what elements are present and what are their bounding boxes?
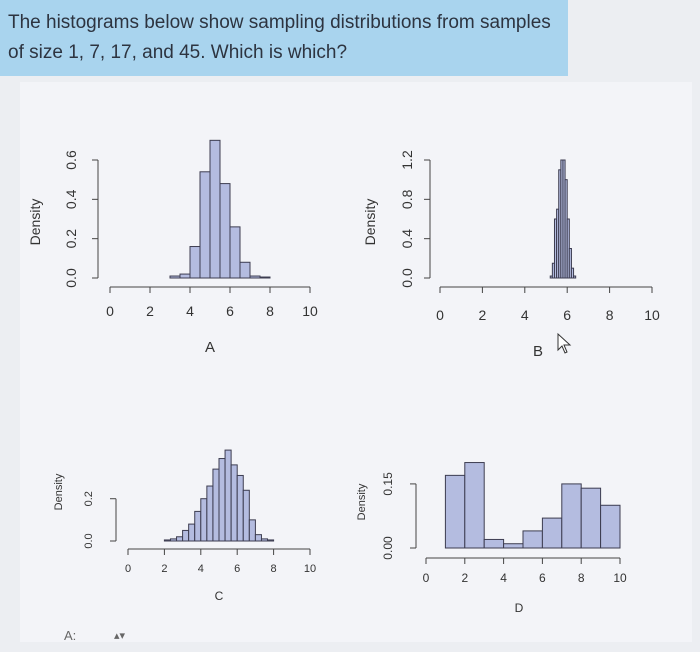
answer-row: A: ▴▾ <box>64 628 264 648</box>
y-tick-label-D-1: 0.15 <box>381 472 395 496</box>
x-tick-label-B-3: 6 <box>563 307 571 323</box>
bar-C-17 <box>267 539 275 542</box>
bar-C-7 <box>206 485 214 542</box>
x-tick-label-A-4: 8 <box>266 303 274 319</box>
x-tick-label-A-5: 10 <box>302 303 318 319</box>
y-tick-label-C-0: 0.0 <box>83 533 95 548</box>
x-tick-label-C-1: 2 <box>161 563 167 575</box>
bar-C-5 <box>194 510 202 542</box>
x-tick-label-D-0: 0 <box>423 571 430 585</box>
bar-D-2 <box>483 538 505 549</box>
bar-A-6 <box>229 226 241 279</box>
x-tick-label-B-5: 10 <box>644 307 660 323</box>
panel-label-A: A <box>205 339 215 356</box>
bar-C-14 <box>248 519 256 542</box>
histogram-C: 0 2 4 6 8 10 0.0 0.2 Density C <box>53 449 316 603</box>
x-tick-label-A-2: 4 <box>186 303 194 319</box>
bar-D-5 <box>541 517 563 549</box>
x-tick-label-C-0: 0 <box>125 563 131 575</box>
bar-C-1 <box>169 538 178 542</box>
bar-D-4 <box>522 530 543 549</box>
bar-C-8 <box>212 468 220 542</box>
bar-D-3 <box>503 543 524 549</box>
y-axis-label-B: Density <box>362 199 378 246</box>
y-axis-label-C: Density <box>53 473 65 510</box>
bar-D-8 <box>600 504 621 549</box>
bar-C-12 <box>236 474 244 542</box>
histogram-panels: 0 2 4 6 8 10 0.0 0.2 0.4 0.6 Density A 0 2 4 6 8 10 0.0 0.4… <box>27 139 660 615</box>
histogram-D: 0 2 4 6 8 10 0.00 0.15 Density D <box>356 462 627 615</box>
bar-C-6 <box>200 498 208 542</box>
bar-A-0 <box>169 275 181 279</box>
y-tick-label-A-1: 0.2 <box>63 229 79 249</box>
answer-select-arrows-icon[interactable]: ▴▾ <box>114 630 126 642</box>
x-tick-label-B-1: 2 <box>479 307 487 323</box>
bar-C-11 <box>230 464 238 542</box>
x-tick-label-A-1: 2 <box>146 303 154 319</box>
x-tick-label-A-0: 0 <box>106 303 114 319</box>
bar-C-4 <box>188 523 196 542</box>
bar-C-9 <box>218 458 226 542</box>
x-tick-label-B-2: 4 <box>521 307 529 323</box>
x-tick-label-D-5: 10 <box>613 571 627 585</box>
answer-label: A: <box>64 628 77 643</box>
y-tick-label-A-3: 0.6 <box>63 150 79 170</box>
bar-A-1 <box>179 273 191 279</box>
y-axis-label-A: Density <box>27 199 43 246</box>
x-tick-label-C-5: 10 <box>304 563 316 575</box>
histogram-B: 0 2 4 6 8 10 0.0 0.4 0.8 1.2 Density B <box>362 150 660 360</box>
bar-B-9 <box>568 248 572 279</box>
panel-label-C: C <box>215 589 224 603</box>
y-tick-label-A-0: 0.0 <box>63 268 79 288</box>
x-tick-label-D-2: 4 <box>500 571 507 585</box>
y-tick-label-A-2: 0.4 <box>63 189 79 209</box>
y-tick-label-B-0: 0.0 <box>399 268 415 288</box>
plot-area: 0 2 4 6 8 10 0.0 0.2 0.4 0.6 Density A 0 2 4 6 8 10 0.0 0.4… <box>20 82 692 642</box>
bar-A-5 <box>219 183 231 279</box>
y-tick-label-B-1: 0.4 <box>399 229 415 249</box>
x-tick-label-C-2: 4 <box>198 563 204 575</box>
bar-A-8 <box>249 275 261 279</box>
bar-A-9 <box>259 276 271 279</box>
bar-D-7 <box>580 487 602 549</box>
x-tick-label-D-1: 2 <box>461 571 468 585</box>
bar-C-2 <box>176 536 184 542</box>
x-tick-label-D-4: 8 <box>578 571 585 585</box>
bar-C-10 <box>224 449 232 542</box>
x-tick-label-C-4: 8 <box>271 563 277 575</box>
bar-A-3 <box>199 171 211 279</box>
y-axis-label-D: Density <box>356 483 368 520</box>
histogram-A: 0 2 4 6 8 10 0.0 0.2 0.4 0.6 Density A <box>27 139 318 356</box>
x-tick-label-A-3: 6 <box>226 303 234 319</box>
bar-C-16 <box>260 538 269 542</box>
y-tick-label-B-2: 0.8 <box>399 189 415 209</box>
x-tick-label-B-4: 8 <box>606 307 614 323</box>
bar-A-4 <box>209 139 221 279</box>
x-tick-label-B-0: 0 <box>436 307 444 323</box>
question-banner: The histograms below show sampling distr… <box>0 0 568 76</box>
bar-C-15 <box>254 534 262 542</box>
panel-label-D: D <box>515 601 524 615</box>
question-text: The histograms below show sampling distr… <box>8 12 551 63</box>
x-tick-label-D-3: 6 <box>539 571 546 585</box>
panel-label-B: B <box>533 343 543 360</box>
mouse-cursor-icon <box>557 332 572 354</box>
bar-D-6 <box>561 483 582 549</box>
bar-C-0 <box>163 539 171 542</box>
y-tick-label-B-3: 1.2 <box>399 150 415 170</box>
x-tick-label-C-3: 6 <box>234 563 240 575</box>
bar-D-1 <box>464 462 485 549</box>
bar-B-11 <box>573 275 577 279</box>
bar-A-7 <box>239 261 251 279</box>
bar-C-3 <box>182 529 190 542</box>
bar-D-0 <box>444 474 466 549</box>
bar-B-10 <box>570 267 575 279</box>
bar-A-2 <box>189 246 201 279</box>
y-tick-label-C-1: 0.2 <box>83 491 95 506</box>
y-tick-label-D-0: 0.00 <box>381 536 395 560</box>
bar-C-13 <box>242 489 250 542</box>
